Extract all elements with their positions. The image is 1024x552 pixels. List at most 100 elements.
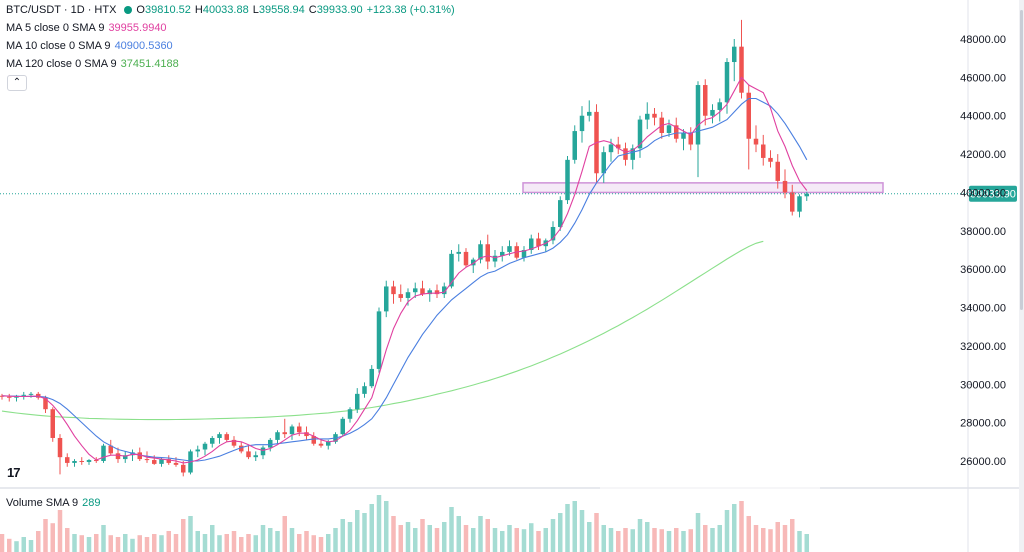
volume-bar xyxy=(239,537,244,552)
y-tick-label: 36000.00 xyxy=(960,264,1006,276)
volume-bar xyxy=(753,525,759,552)
candle-body xyxy=(224,434,229,440)
ma10-label: MA 10 close 0 SMA 9 xyxy=(6,40,111,52)
volume-bar xyxy=(297,534,302,552)
candle-body xyxy=(739,46,744,93)
volume-bar xyxy=(608,528,614,552)
candle-body xyxy=(500,251,505,256)
volume-bar xyxy=(231,531,237,552)
resistance-zone xyxy=(522,182,884,194)
candle-body xyxy=(398,294,403,298)
ohlc-open-label: O xyxy=(136,4,145,16)
symbol-title[interactable]: BTC/USDT · 1D · HTX xyxy=(6,4,117,16)
candle-body xyxy=(775,161,780,181)
y-tick-label: 40000.00 xyxy=(960,187,1006,199)
candle-body xyxy=(768,157,773,162)
volume-bar xyxy=(601,525,606,552)
candle-body xyxy=(558,200,563,227)
volume-bar xyxy=(123,534,128,552)
volume-bar xyxy=(761,528,766,552)
candle-body xyxy=(630,148,635,160)
volume-bar xyxy=(616,531,621,552)
candle-body xyxy=(717,102,722,110)
candle-body xyxy=(695,85,701,145)
y-tick-label: 26000.00 xyxy=(960,456,1006,468)
volume-bar xyxy=(652,528,657,552)
volume-bar xyxy=(405,522,411,552)
y-tick-label: 30000.00 xyxy=(960,379,1006,391)
volume-bar xyxy=(572,501,577,552)
candle-body xyxy=(746,92,751,139)
resistance-zone-rect xyxy=(522,182,884,194)
ma10-legend[interactable]: MA 10 close 0 SMA 9 40900.5360 xyxy=(6,39,177,53)
volume-bar xyxy=(311,535,316,552)
volume-fade xyxy=(600,486,820,494)
volume-bar xyxy=(434,528,440,552)
candle-body xyxy=(202,443,208,450)
volume-bar xyxy=(442,522,447,552)
volume-bar xyxy=(304,531,309,552)
ma-lines xyxy=(1,76,808,464)
ma10-path xyxy=(1,97,808,462)
candle-body xyxy=(565,159,570,201)
candle-body xyxy=(268,439,273,448)
volume-bar xyxy=(587,522,592,552)
ma5-path xyxy=(1,76,808,464)
volume-bar xyxy=(130,538,135,552)
volume-bar xyxy=(362,513,367,552)
candle-body xyxy=(108,445,113,454)
volume-legend[interactable]: Volume SMA 9 289 xyxy=(6,496,105,510)
volume-bar xyxy=(94,534,99,552)
symbol-legend: BTC/USDT · 1D · HTX O39810.52 H40033.88 L39… xyxy=(6,3,459,17)
candle-body xyxy=(587,111,592,116)
candle-body xyxy=(761,144,766,158)
volume-bar xyxy=(804,534,809,552)
volume-bar xyxy=(775,522,780,552)
candle-body xyxy=(572,131,577,160)
volume-bar xyxy=(101,525,106,552)
volume-bar xyxy=(471,528,476,552)
candle-body xyxy=(616,144,621,149)
volume-bar xyxy=(536,531,541,552)
volume-bar xyxy=(391,516,396,552)
ohlc-high: 40033.88 xyxy=(202,4,249,16)
candles[interactable] xyxy=(0,19,809,477)
candle-body xyxy=(347,409,353,419)
candle-body xyxy=(152,460,157,464)
candle-body xyxy=(449,253,454,287)
candle-body xyxy=(442,286,447,295)
volume-bar xyxy=(732,504,737,552)
candle-body xyxy=(217,434,222,438)
candle-body xyxy=(239,445,244,452)
price-axis[interactable]: 26000.00 28000.00 30000.00 32000.00 34000.00… xyxy=(960,0,1024,552)
volume-bar xyxy=(376,495,382,552)
ohlc-change: +123.38 (+0.31%) xyxy=(366,4,455,16)
ma120-label: MA 120 close 0 SMA 9 xyxy=(6,58,117,70)
ma5-legend[interactable]: MA 5 close 0 SMA 9 39955.9940 xyxy=(6,21,171,35)
ma10-value: 40900.5360 xyxy=(114,40,173,52)
volume-bar xyxy=(50,523,55,552)
volume-bar xyxy=(492,528,498,552)
candle-body xyxy=(181,464,186,473)
volume-bar xyxy=(21,537,26,552)
volume-bar xyxy=(144,537,150,552)
volume-bar xyxy=(485,519,490,552)
volume-bar xyxy=(449,507,454,552)
candle-body xyxy=(340,418,345,435)
ma120-legend[interactable]: MA 120 close 0 SMA 9 37451.4188 xyxy=(6,57,183,71)
candle-body xyxy=(231,439,237,446)
candle-body xyxy=(507,246,512,252)
tradingview-logo: 17 xyxy=(7,465,21,480)
volume-bar xyxy=(202,534,208,552)
candle-body xyxy=(521,250,527,258)
candle-body xyxy=(159,459,164,464)
candle-body xyxy=(28,393,34,395)
chevron-up-icon[interactable]: ⌃ xyxy=(7,75,27,91)
volume-bar xyxy=(703,525,708,552)
volume-bar xyxy=(790,519,795,552)
volume-label: Volume SMA 9 xyxy=(6,497,79,509)
candle-body xyxy=(529,238,534,250)
candle-body xyxy=(420,288,425,295)
candle-body xyxy=(797,196,802,212)
